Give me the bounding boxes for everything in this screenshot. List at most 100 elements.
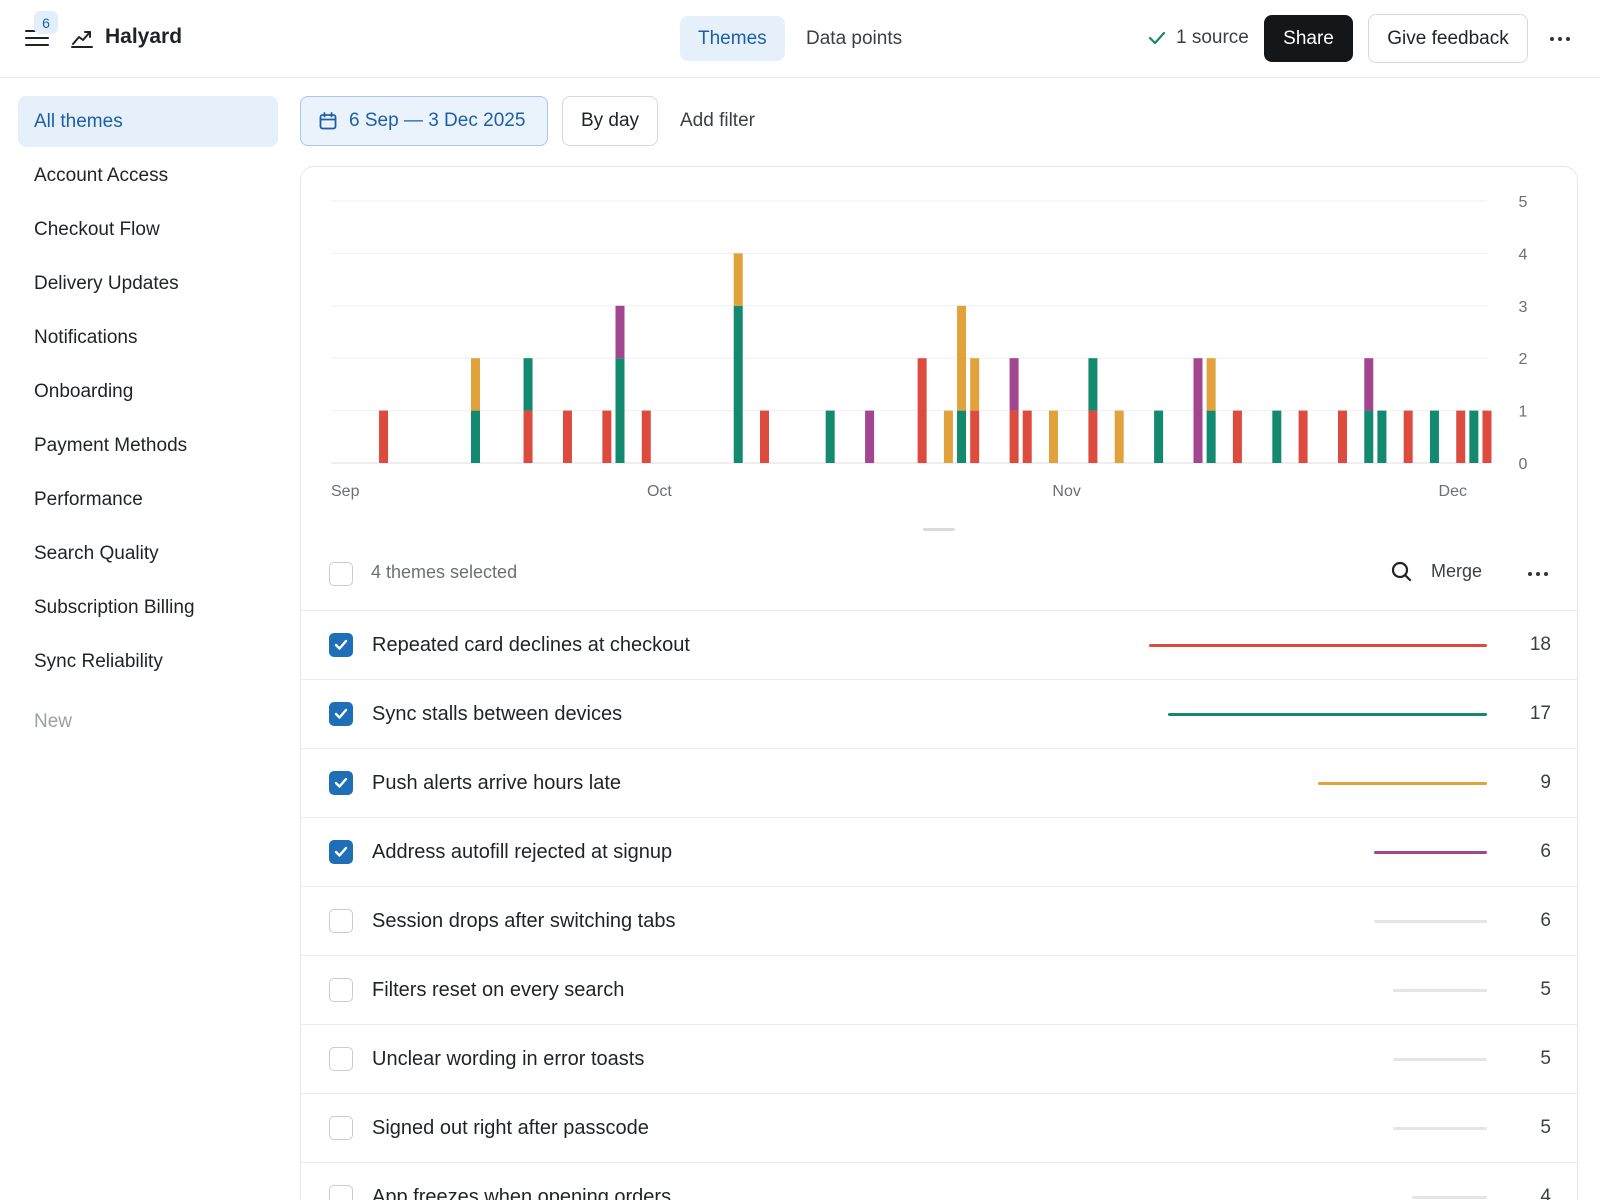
chart-bar-segment-teal <box>1429 410 1439 463</box>
sidebar-item-search-quality[interactable]: Search Quality <box>34 543 159 564</box>
chart-bar-segment-teal <box>1377 410 1387 463</box>
theme-row[interactable]: Sync stalls between devices 17 <box>301 680 1577 749</box>
chart-x-tick-label: Nov <box>1052 483 1080 500</box>
theme-label: Session drops after switching tabs <box>372 910 676 932</box>
theme-volume-bar <box>1412 1196 1487 1199</box>
theme-count: 5 <box>1540 979 1551 1000</box>
theme-row[interactable]: Unclear wording in error toasts 5 <box>301 1025 1577 1094</box>
date-range-button[interactable]: 6 Sep — 3 Dec 2025 <box>300 96 548 146</box>
theme-checkbox[interactable] <box>329 1116 353 1140</box>
sidebar-item-account-access[interactable]: Account Access <box>34 165 169 186</box>
menu-icon[interactable] <box>22 24 52 50</box>
checkmark-icon <box>334 777 348 788</box>
give-feedback-button[interactable]: Give feedback <box>1368 14 1528 63</box>
sidebar-item-sync-reliability[interactable]: Sync Reliability <box>34 651 163 672</box>
tab-data-points[interactable]: Data points <box>806 27 903 49</box>
chart-bar-segment-red <box>970 410 980 463</box>
theme-count: 17 <box>1529 703 1551 724</box>
chart-bar-segment-teal <box>1272 410 1282 463</box>
theme-checkbox[interactable] <box>329 1047 353 1071</box>
sidebar-item-subscription-billing[interactable]: Subscription Billing <box>34 597 195 618</box>
chart-x-tick-label: Oct <box>647 483 672 500</box>
chart-y-tick-label: 2 <box>1519 351 1528 368</box>
theme-checkbox[interactable] <box>329 978 353 1002</box>
chart-y-tick-label: 0 <box>1519 456 1528 473</box>
theme-checkbox[interactable] <box>329 909 353 933</box>
theme-row[interactable]: App freezes when opening orders 4 <box>301 1163 1577 1200</box>
chart-bar-segment-red <box>917 358 927 463</box>
chart-bar-segment-amber <box>1049 410 1058 463</box>
chart-bar-segment-teal <box>615 358 625 463</box>
theme-row[interactable]: Address autofill rejected at signup 6 <box>301 818 1577 887</box>
share-button[interactable]: Share <box>1264 15 1353 62</box>
sidebar-item-all-themes[interactable]: All themes <box>18 96 278 147</box>
resize-handle[interactable] <box>923 528 955 531</box>
checkmark-icon <box>334 846 348 857</box>
new-theme-button[interactable]: New <box>34 711 73 732</box>
chart-bar-segment-red <box>602 410 612 463</box>
chart-bar-segment-red <box>1232 410 1242 463</box>
chart-bar-segment-red <box>1298 410 1308 463</box>
granularity-button[interactable]: By day <box>562 96 658 146</box>
theme-count: 6 <box>1540 910 1551 931</box>
theme-checkbox[interactable] <box>329 702 353 726</box>
chart-bar-segment-purple <box>1364 358 1374 411</box>
chart-bar-segment-purple <box>1009 358 1019 411</box>
theme-row[interactable]: Push alerts arrive hours late 9 <box>301 749 1577 818</box>
list-more-options-icon[interactable] <box>1523 562 1553 586</box>
chart-bar-segment-amber <box>733 253 743 306</box>
theme-volume-bar <box>1393 1127 1487 1130</box>
chart-bar-segment-teal <box>471 410 480 463</box>
theme-row[interactable]: Filters reset on every search 5 <box>301 956 1577 1025</box>
trend-line-icon <box>71 31 93 48</box>
sidebar-item-performance[interactable]: Performance <box>34 489 143 510</box>
theme-count: 6 <box>1540 841 1551 862</box>
theme-label: Address autofill rejected at signup <box>372 841 673 863</box>
chart-bar-segment-red <box>1456 410 1466 463</box>
tab-themes[interactable]: Themes <box>680 16 785 61</box>
theme-count: 9 <box>1540 772 1551 793</box>
theme-checkbox[interactable] <box>329 840 353 864</box>
date-range-label: 6 Sep — 3 Dec 2025 <box>349 110 526 131</box>
chart-bar-segment-teal <box>523 358 533 411</box>
chart-bar-segment-red <box>379 410 389 463</box>
sidebar-item-delivery-updates[interactable]: Delivery Updates <box>34 273 179 294</box>
chart-bar-segment-purple <box>615 305 625 359</box>
source-indicator[interactable]: 1 source <box>1148 27 1249 49</box>
sidebar-item-notifications[interactable]: Notifications <box>34 327 138 348</box>
chart-bar-segment-red <box>1338 410 1347 463</box>
theme-checkbox[interactable] <box>329 771 353 795</box>
chart-bar-segment-red <box>562 410 572 463</box>
list-header: 4 themes selected Merge <box>301 537 1577 611</box>
theme-label: App freezes when opening orders <box>372 1186 672 1200</box>
chart-bar-segment-amber <box>1114 410 1124 463</box>
search-icon[interactable] <box>1387 557 1417 587</box>
theme-volume-bar <box>1393 1058 1487 1061</box>
chart-bar-segment-red <box>1009 410 1019 463</box>
theme-volume-bar <box>1374 920 1487 923</box>
theme-label: Sync stalls between devices <box>372 703 623 725</box>
chart-x-tick-label: Sep <box>331 483 360 500</box>
chart-bar-segment-red <box>760 410 769 463</box>
select-all-checkbox[interactable] <box>329 562 353 586</box>
sidebar-item-checkout-flow[interactable]: Checkout Flow <box>34 219 160 240</box>
sidebar-item-payment-methods[interactable]: Payment Methods <box>34 435 188 456</box>
theme-row[interactable]: Signed out right after passcode 5 <box>301 1094 1577 1163</box>
merge-button[interactable]: Merge <box>1431 561 1483 581</box>
theme-checkbox[interactable] <box>329 633 353 657</box>
chart-bar-segment-amber <box>1206 358 1216 411</box>
menu-badge: 6 <box>34 11 58 34</box>
chart-y-tick-label: 3 <box>1519 299 1528 316</box>
more-options-icon[interactable] <box>1545 27 1575 51</box>
chart-bar-segment-teal <box>1469 410 1479 463</box>
chart-bar-segment-purple <box>865 410 875 463</box>
add-filter-button[interactable]: Add filter <box>680 110 755 131</box>
sidebar-item-onboarding[interactable]: Onboarding <box>34 381 134 402</box>
theme-count: 18 <box>1529 634 1551 655</box>
chart-bar-segment-purple <box>1193 358 1203 463</box>
theme-row[interactable]: Session drops after switching tabs 6 <box>301 887 1577 956</box>
top-bar: 6 Halyard Themes Data points 1 source Sh… <box>0 0 1600 78</box>
theme-checkbox[interactable] <box>329 1185 353 1200</box>
theme-volume-bar <box>1149 644 1487 647</box>
theme-row[interactable]: Repeated card declines at checkout 18 <box>301 611 1577 680</box>
